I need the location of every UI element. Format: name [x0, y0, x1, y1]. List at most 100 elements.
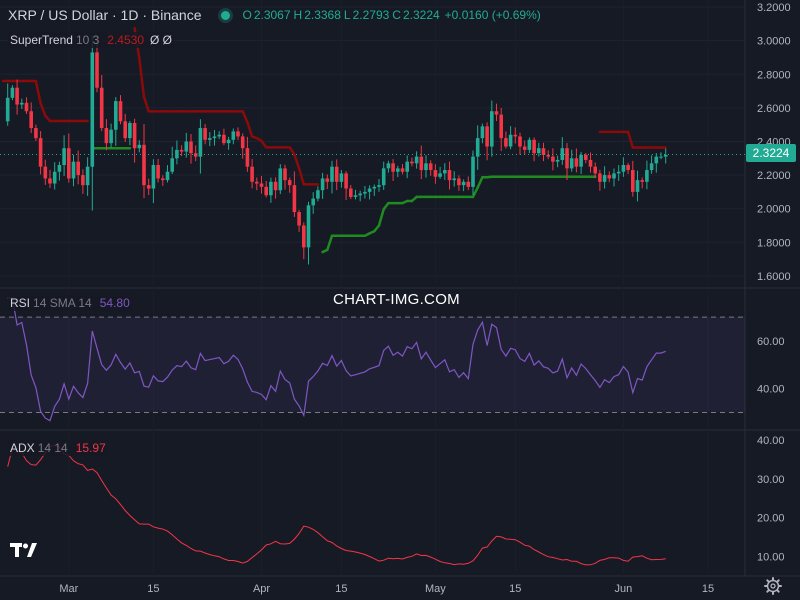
candle-body [306, 205, 311, 248]
candle-body [151, 165, 156, 189]
ohlc-high: H 2.3368 [293, 8, 341, 22]
candle-body [137, 144, 142, 149]
candle-body [339, 173, 344, 182]
candle-body [320, 178, 325, 191]
symbol-title[interactable]: XRP / US Dollar · 1D · Binance [8, 7, 202, 23]
candle-body [391, 163, 395, 172]
candle-body [588, 159, 593, 167]
candle-body [43, 166, 48, 179]
indicator-value: 15.97 [75, 441, 106, 455]
candle-body [236, 131, 240, 137]
candle-body [616, 171, 621, 174]
adx-tick-label: 40.00 [757, 435, 785, 447]
candle-body [631, 170, 635, 192]
candle-body [513, 134, 518, 137]
settings-gear-icon[interactable] [764, 577, 782, 595]
candlestick-series [0, 35, 745, 265]
indicator-value: 54.80 [99, 296, 130, 310]
candle-body [457, 178, 461, 186]
candle-body [189, 141, 193, 154]
last-price-tag: 2.3224 [746, 144, 796, 162]
candle-body [118, 101, 123, 122]
candle-body [292, 185, 297, 213]
candle-body [396, 168, 400, 172]
candle-body [551, 156, 555, 162]
supertrend-segment [241, 110, 249, 124]
rsi-legend[interactable]: RSI 14 SMA 14 54.80 [8, 295, 132, 311]
candle-body [179, 149, 184, 152]
candle-body [255, 181, 259, 184]
candle-body [499, 114, 503, 139]
candle-body [607, 175, 612, 179]
candle-body [34, 128, 38, 139]
candle-body [62, 148, 66, 166]
candle-body [165, 171, 170, 181]
price-tick-label: 3.2000 [757, 2, 791, 14]
time-tick-label: 15 [509, 583, 521, 595]
candle-body [38, 138, 43, 167]
candle-body [574, 158, 579, 167]
candle-body [569, 158, 574, 169]
candle-body [466, 181, 471, 187]
candle-body [537, 148, 541, 154]
candle-body [475, 138, 480, 157]
time-tick-label: Mar [59, 583, 78, 595]
candle-body [541, 148, 546, 155]
time-tick-label: Apr [253, 583, 270, 595]
price-axis[interactable]: 1.60001.80002.00002.20002.40002.60002.80… [757, 2, 791, 563]
candle-body [128, 122, 132, 139]
ohlc-low: L 2.2793 [343, 8, 390, 22]
candle-body [10, 87, 15, 98]
candle-body [123, 121, 127, 139]
rsi-polyline [7, 297, 666, 422]
candle-body [663, 154, 668, 157]
indicator-params: 14 14 [37, 441, 68, 455]
price-tick-label: 1.8000 [757, 237, 791, 249]
candle-body [565, 148, 569, 169]
candle-body [226, 139, 231, 144]
candle-body [546, 154, 550, 157]
candle-body [480, 126, 485, 139]
supertrend-segment [377, 207, 385, 227]
price-tick-label: 2.8000 [757, 69, 791, 81]
candle-body [193, 153, 198, 157]
candle-body [654, 156, 659, 164]
candle-body [132, 122, 137, 149]
candle-body [367, 188, 372, 192]
indicator-params: 10 3 [75, 33, 100, 47]
supertrend-legend[interactable]: SuperTrend 10 3 2.4530 Ø Ø [8, 32, 175, 48]
symbol-header: XRP / US Dollar · 1D · Binance O 2.3067 H… [0, 0, 541, 30]
supertrend-segment [326, 234, 334, 252]
time-axis[interactable]: Mar 15 Apr 15 May 15 Jun 15 [59, 583, 714, 595]
candle-body [363, 191, 367, 194]
price-tick-label: 3.0000 [757, 36, 791, 48]
candle-body [48, 178, 52, 184]
candle-body [508, 134, 513, 147]
candle-body [114, 101, 118, 130]
candle-body [170, 158, 174, 172]
candle-body [560, 148, 565, 160]
candle-body [598, 173, 602, 182]
eye-off-icon[interactable]: Ø Ø [150, 33, 173, 47]
candle-body [208, 138, 212, 140]
adx-legend[interactable]: ADX 14 14 15.97 [8, 440, 108, 456]
candle-body [269, 181, 273, 196]
candle-body [612, 173, 616, 179]
watermark: CHART-IMG.COM [333, 291, 460, 308]
candle-body [527, 139, 532, 150]
tradingview-logo-icon[interactable] [8, 538, 40, 564]
candle-body [245, 148, 250, 167]
supertrend-segment [288, 146, 296, 156]
candle-body [443, 170, 447, 174]
candle-body [494, 111, 499, 115]
candle-body [264, 186, 268, 196]
candle-body [400, 168, 405, 172]
candle-body [372, 186, 377, 189]
candle-body [316, 190, 320, 199]
candle-body [344, 173, 348, 189]
candle-body [217, 134, 221, 137]
candle-body [52, 171, 57, 184]
candle-body [424, 163, 428, 171]
candle-body [414, 156, 419, 164]
